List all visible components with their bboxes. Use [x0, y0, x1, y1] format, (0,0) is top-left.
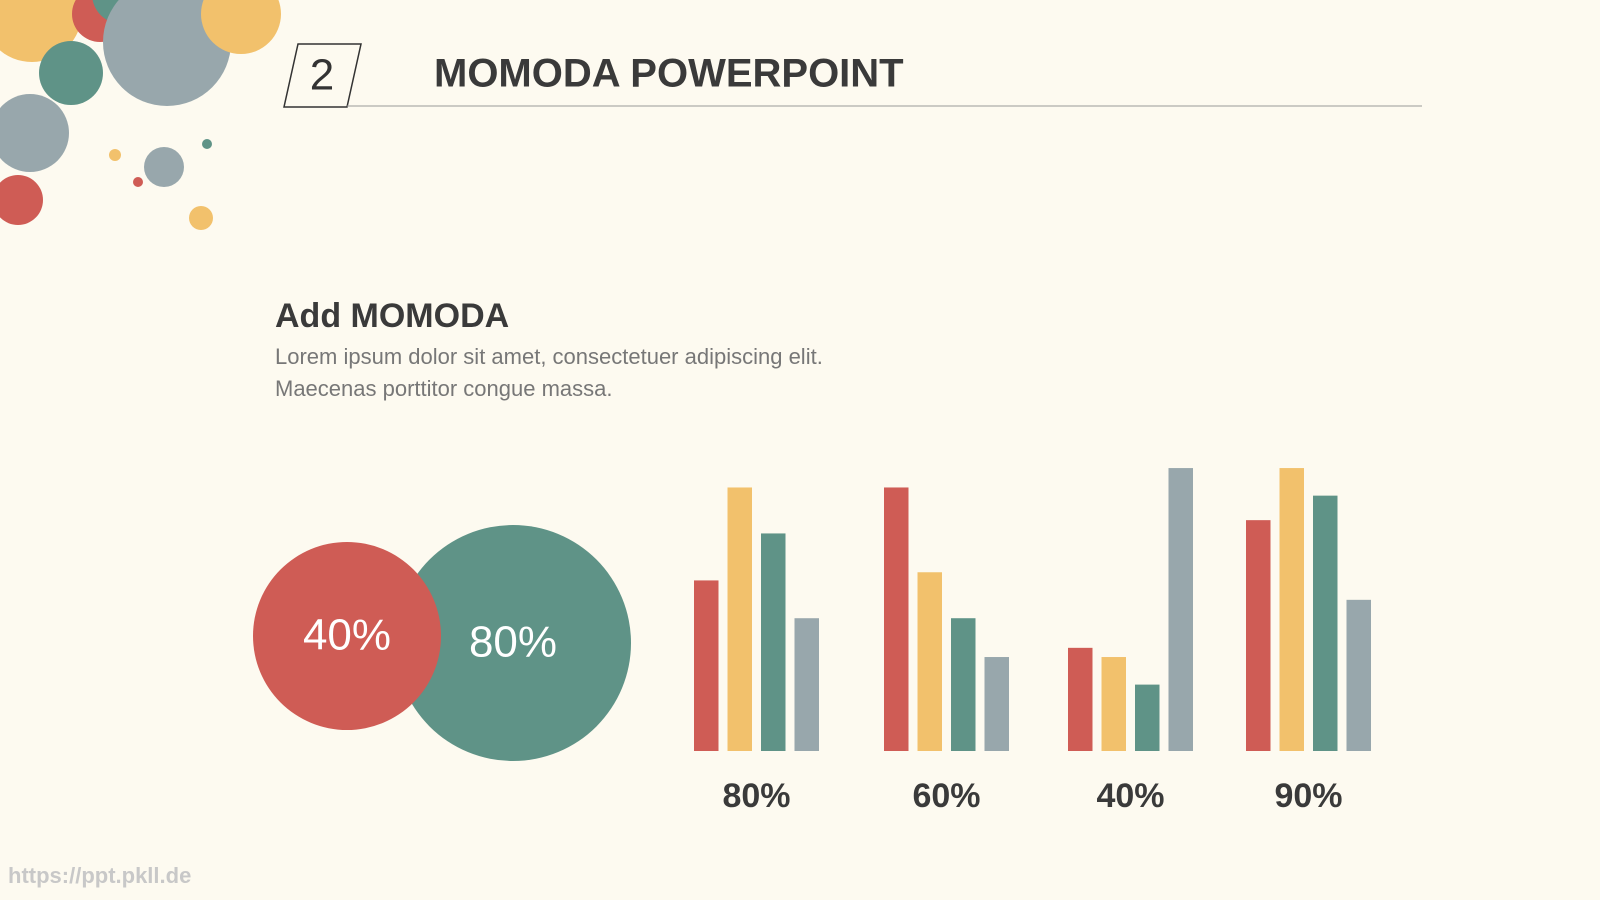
bubble [109, 149, 121, 161]
bubble [0, 94, 69, 172]
bar [1101, 657, 1126, 751]
bar [694, 580, 719, 751]
circle-group: 40% 80% [253, 525, 631, 761]
category-label: 90% [1274, 777, 1342, 815]
bar [1279, 468, 1304, 751]
bar [1313, 495, 1338, 751]
stat-circle [253, 542, 441, 730]
bar [1346, 599, 1371, 751]
category-label: 60% [912, 777, 980, 815]
watermark: https://ppt.pkll.de [8, 863, 191, 888]
slide-number: 2 [310, 51, 334, 100]
bar [761, 533, 786, 751]
bar [984, 657, 1009, 751]
bubble [133, 177, 143, 187]
bubble [144, 147, 184, 187]
number-box [283, 43, 362, 108]
bar [1168, 468, 1193, 751]
bar [1246, 520, 1271, 751]
bar [917, 572, 942, 751]
stat-label: 80% [469, 618, 557, 667]
bubble [201, 0, 281, 54]
bubble [189, 206, 213, 230]
category-label: 40% [1096, 777, 1164, 815]
bubble [202, 139, 212, 149]
category-label: 80% [722, 777, 790, 815]
body-text: Maecenas porttitor congue massa. [275, 376, 613, 401]
bubble [39, 41, 103, 105]
body-text: Lorem ipsum dolor sit amet, consectetuer… [275, 344, 823, 369]
decor-bubbles [0, 0, 281, 230]
bubble [103, 0, 231, 106]
stat-label: 40% [303, 611, 391, 660]
bar-chart: 80% 60% 40% 90% [694, 468, 1371, 815]
slide-title: MOMODA POWERPOINT [434, 52, 904, 96]
bar [884, 487, 909, 751]
bar [727, 487, 752, 751]
stat-circle [395, 525, 631, 761]
bar [794, 618, 819, 751]
section-heading: Add MOMODA [275, 297, 509, 335]
bar [1068, 647, 1093, 751]
bar [1135, 684, 1160, 751]
bubble [0, 175, 43, 225]
bar [951, 618, 976, 751]
